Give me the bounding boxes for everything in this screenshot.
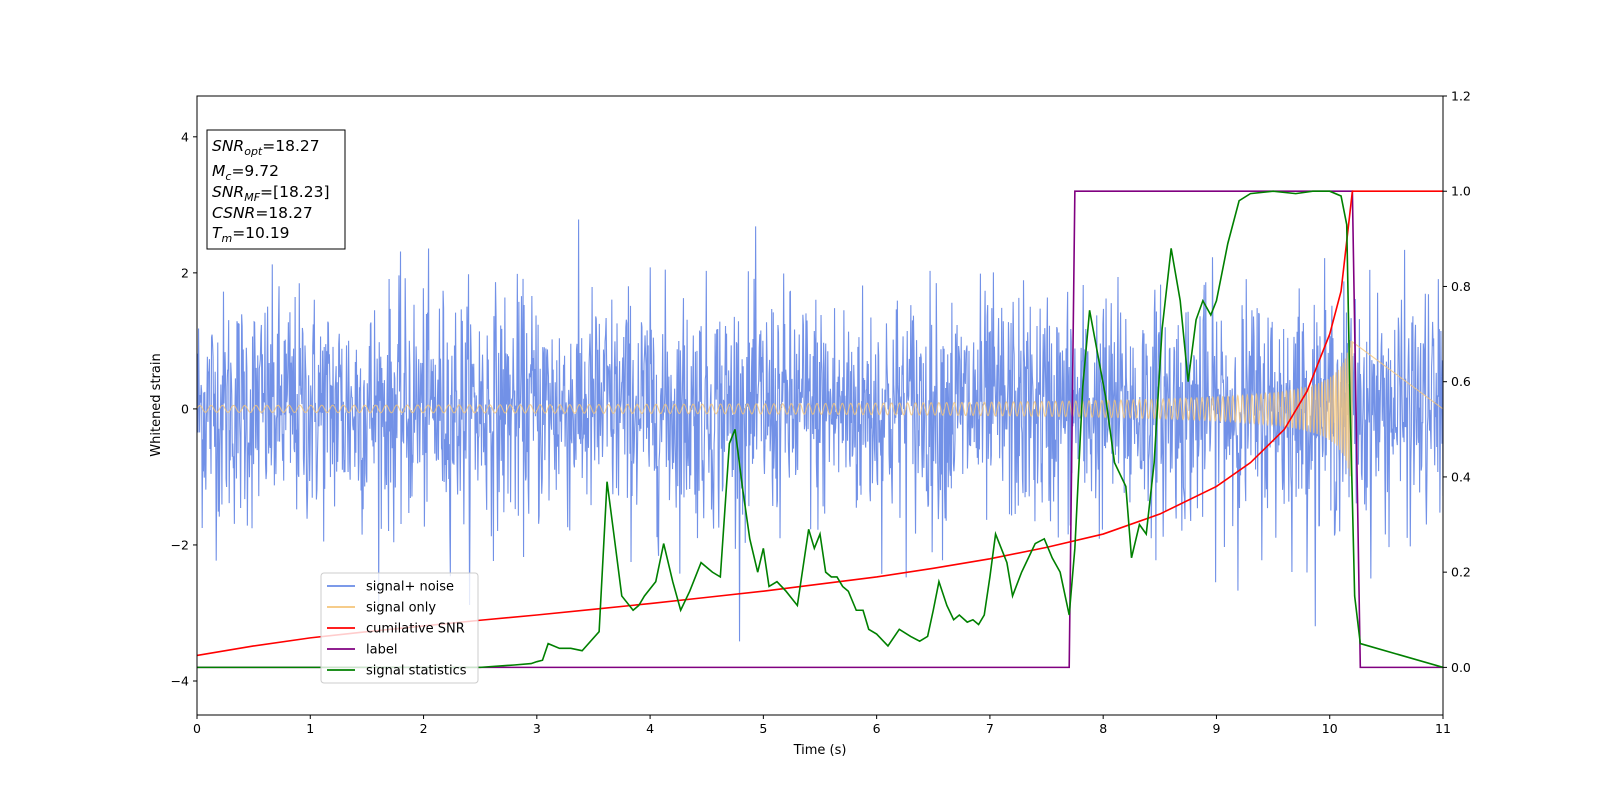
y-right-tick-label: 1.0 xyxy=(1451,184,1471,199)
x-tick-label: 5 xyxy=(759,721,767,736)
x-tick-label: 2 xyxy=(420,721,428,736)
y-left-tick-label: −2 xyxy=(171,537,189,552)
legend-label: label xyxy=(366,643,397,658)
info-lines: SNRopt=18.27 Mc=9.72SNRMF=[18.23]CSNR=18.… xyxy=(212,137,330,245)
ticks-layer: 0 1 2 3 4 5 6 7 8 9 10 11 −4 −2 0 2 4 0.0 0.2 0.4 0.6 0.8 1.0 1… xyxy=(171,89,1471,737)
info-line: SNRMF=[18.23] xyxy=(212,183,330,204)
y-right-tick-label: 0.6 xyxy=(1451,374,1471,389)
y-left-tick-label: −4 xyxy=(171,673,189,688)
x-tick-label: 1 xyxy=(306,721,314,736)
series-signal-only xyxy=(197,340,1443,484)
y-right-tick-label: 0.8 xyxy=(1451,279,1471,294)
y-axis-label: Whitened strain xyxy=(149,353,164,456)
x-tick-label: 4 xyxy=(646,721,654,736)
plot-frame xyxy=(196,95,1444,716)
series-label xyxy=(197,190,1443,669)
x-tick-label: 3 xyxy=(533,721,541,736)
info-line: Mc=9.72 xyxy=(212,162,279,183)
x-tick-label: 6 xyxy=(873,721,881,736)
x-tick-label: 9 xyxy=(1212,721,1220,736)
legend-label: signal+ noise xyxy=(366,580,454,595)
y-right-tick-label: 1.2 xyxy=(1451,89,1471,104)
x-tick-label: 7 xyxy=(986,721,994,736)
info-line: Tm=10.19 xyxy=(212,224,290,245)
legend-label: cumilative SNR xyxy=(366,622,465,637)
y-right-tick-label: 0.2 xyxy=(1451,565,1471,580)
x-tick-label: 10 xyxy=(1322,721,1338,736)
legend: signal+ noise signal only cumilative SNR la… xyxy=(320,572,479,684)
x-tick-label: 8 xyxy=(1099,721,1107,736)
legend-frame xyxy=(320,572,479,684)
x-tick-label: 11 xyxy=(1435,721,1451,736)
series-signal-noise xyxy=(197,219,1443,642)
y-left-tick-label: 2 xyxy=(181,265,189,280)
y-left-tick-label: 0 xyxy=(181,401,189,416)
info-line: SNRopt=18.27 xyxy=(212,137,320,158)
series-signal-statistics xyxy=(197,190,1443,669)
x-tick-label: 0 xyxy=(193,721,201,736)
y-right-tick-label: 0.0 xyxy=(1451,660,1471,675)
legend-items: signal+ noise signal only cumilative SNR la… xyxy=(327,580,467,679)
legend-label: signal statistics xyxy=(366,664,467,679)
info-line: CSNR=18.27 xyxy=(212,204,313,222)
info-box: SNRopt=18.27 Mc=9.72SNRMF=[18.23]CSNR=18.… xyxy=(206,129,346,250)
info-box-frame xyxy=(206,129,346,250)
x-axis-label: Time (s) xyxy=(793,743,847,758)
y-right-tick-label: 0.4 xyxy=(1451,469,1471,484)
y-left-tick-label: 4 xyxy=(181,129,189,144)
legend-label: signal only xyxy=(366,601,436,616)
